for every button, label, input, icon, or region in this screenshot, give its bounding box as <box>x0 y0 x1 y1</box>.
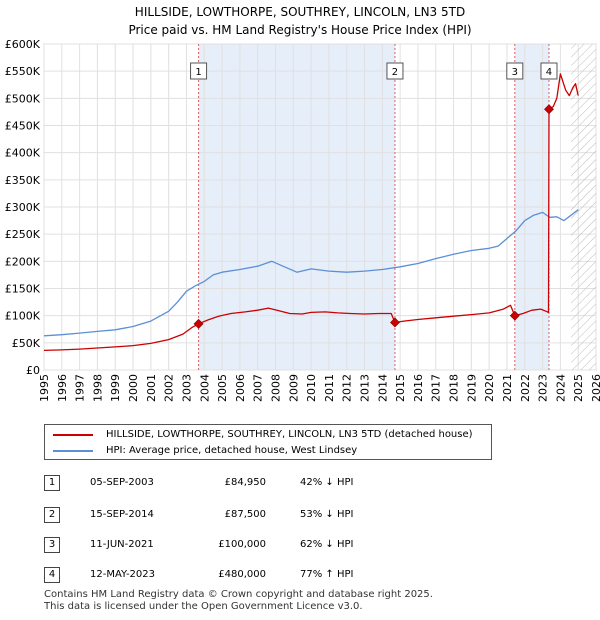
x-tick-label: 2012 <box>341 374 354 402</box>
legend-label-hpi: HPI: Average price, detached house, West… <box>106 445 358 456</box>
x-tick-label: 1997 <box>74 374 87 402</box>
price-chart: HILLSIDE, LOWTHORPE, SOUTHREY, LINCOLN, … <box>5 5 600 402</box>
x-tick-label: 2008 <box>269 374 282 402</box>
x-tick-label: 1999 <box>109 374 122 402</box>
x-tick-label: 2014 <box>376 374 389 402</box>
transaction-date: 11-JUN-2021 <box>90 539 154 550</box>
y-tick-label: £500K <box>5 92 41 105</box>
marker-label-box <box>190 62 208 80</box>
chart-title: HILLSIDE, LOWTHORPE, SOUTHREY, LINCOLN, … <box>135 5 465 19</box>
y-tick-label: £100K <box>5 310 41 323</box>
y-tick-label: £450K <box>5 120 41 133</box>
x-tick-label: 2016 <box>412 374 425 402</box>
legend-label-property: HILLSIDE, LOWTHORPE, SOUTHREY, LINCOLN, … <box>106 429 473 440</box>
transaction-price: £84,950 <box>224 477 266 488</box>
y-tick-label: £350K <box>5 174 41 187</box>
sale-point <box>509 310 520 321</box>
x-tick-label: 2025 <box>572 374 585 402</box>
x-tick-label: 2000 <box>127 374 140 402</box>
y-tick-label: £300K <box>5 201 41 214</box>
x-tick-label: 2007 <box>252 374 265 402</box>
x-tick-label: 2002 <box>163 374 176 402</box>
hpi-series-line <box>43 209 579 337</box>
x-tick-label: 2026 <box>590 374 600 402</box>
sale-point <box>193 318 204 329</box>
x-tick-label: 2018 <box>448 374 461 402</box>
x-tick-label: 2011 <box>323 374 336 402</box>
x-tick-label: 1996 <box>56 374 69 402</box>
x-tick-label: 2021 <box>501 374 514 402</box>
transaction-number: 1 <box>44 475 60 491</box>
x-tick-label: 2010 <box>305 374 318 402</box>
transaction-number: 2 <box>44 507 60 523</box>
marker-label-box <box>540 62 558 80</box>
x-tick-label: 2024 <box>554 374 567 402</box>
legend-item-property: HILLSIDE, LOWTHORPE, SOUTHREY, LINCOLN, … <box>53 427 473 443</box>
y-tick-label: £550K <box>5 65 41 78</box>
transaction-hpi: 42% ↓ HPI <box>300 477 354 488</box>
transaction-hpi: 62% ↓ HPI <box>300 539 354 550</box>
y-tick-label: £200K <box>5 255 41 268</box>
footer: Contains HM Land Registry data © Crown c… <box>44 589 564 613</box>
footer-license: This data is licensed under the Open Gov… <box>44 601 363 612</box>
x-tick-label: 2023 <box>537 374 550 402</box>
x-tick-label: 2020 <box>483 374 496 402</box>
property-series-line <box>43 73 579 352</box>
y-tick-label: £150K <box>5 283 41 296</box>
y-tick-label: £400K <box>5 147 41 160</box>
y-tick-label: £250K <box>5 228 41 241</box>
x-tick-label: 2013 <box>359 374 372 402</box>
x-tick-label: 2015 <box>394 374 407 402</box>
footer-copyright: Contains HM Land Registry data © Crown c… <box>44 589 433 600</box>
y-tick-label: £0 <box>26 364 40 377</box>
transaction-number: 4 <box>44 567 60 583</box>
x-tick-label: 2019 <box>465 374 478 402</box>
x-tick-label: 2022 <box>519 374 532 402</box>
transaction-date: 15-SEP-2014 <box>90 509 154 520</box>
transaction-price: £87,500 <box>224 509 266 520</box>
future-hatch <box>571 44 596 370</box>
chart-subtitle: Price paid vs. HM Land Registry's House … <box>128 23 471 37</box>
transaction-date: 05-SEP-2003 <box>90 477 154 488</box>
x-tick-label: 1998 <box>91 374 104 402</box>
sale-point <box>544 104 554 115</box>
x-tick-label: 2006 <box>234 374 247 402</box>
y-tick-label: £50K <box>12 337 41 350</box>
y-tick-label: £600K <box>5 38 41 51</box>
x-tick-label: 2009 <box>287 374 300 402</box>
legend: HILLSIDE, LOWTHORPE, SOUTHREY, LINCOLN, … <box>44 424 492 460</box>
marker-label: 2 <box>392 67 398 78</box>
marker-label: 1 <box>195 67 201 78</box>
marker-label-box <box>386 62 404 80</box>
marker-label: 4 <box>546 67 552 78</box>
transaction-price: £480,000 <box>218 569 266 580</box>
legend-swatch-hpi <box>53 450 93 452</box>
sale-point <box>390 317 400 328</box>
marker-label: 3 <box>512 67 518 78</box>
x-tick-label: 2004 <box>198 374 211 402</box>
transaction-date: 12-MAY-2023 <box>90 569 156 580</box>
x-tick-label: 2001 <box>145 374 158 402</box>
x-tick-label: 2017 <box>430 374 443 402</box>
transaction-number: 3 <box>44 537 60 553</box>
marker-label-box <box>506 62 524 80</box>
x-tick-label: 2003 <box>180 374 193 402</box>
legend-swatch-property <box>53 434 93 436</box>
transaction-hpi: 77% ↑ HPI <box>300 569 354 580</box>
legend-item-hpi: HPI: Average price, detached house, West… <box>53 443 357 459</box>
transaction-price: £100,000 <box>218 539 266 550</box>
x-tick-label: 2005 <box>216 374 229 402</box>
x-tick-label: 1995 <box>38 374 51 402</box>
transaction-hpi: 53% ↓ HPI <box>300 509 354 520</box>
